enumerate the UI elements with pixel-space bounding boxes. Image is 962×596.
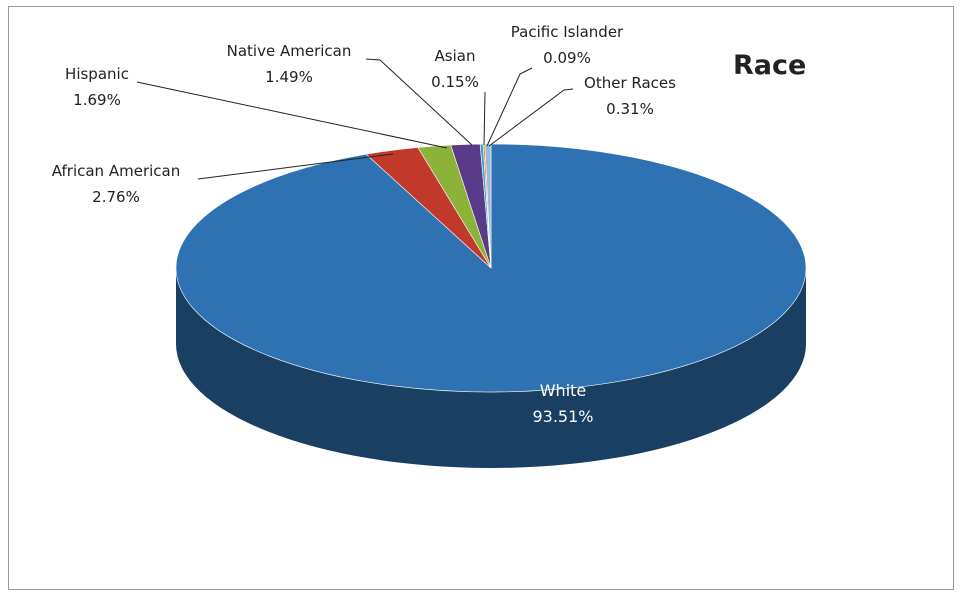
leader-line-asian <box>483 91 486 146</box>
slice-label-native-american: Native American <box>227 42 352 60</box>
pie-depth <box>176 268 806 468</box>
slice-value-pacific-islander: 0.09% <box>543 49 591 67</box>
slice-value-other-races: 0.31% <box>606 100 654 118</box>
slice-value-white: 93.51% <box>532 407 593 426</box>
slice-label-pacific-islander: Pacific Islander <box>511 23 624 41</box>
slice-value-african-american: 2.76% <box>92 188 140 206</box>
slice-value-hispanic: 1.69% <box>73 91 121 109</box>
slice-label-african-american: African American <box>52 162 180 180</box>
slice-value-native-american: 1.49% <box>265 68 313 86</box>
chart-title: Race <box>733 50 806 81</box>
leader-lines <box>136 58 574 180</box>
slice-label-hispanic: Hispanic <box>65 65 129 83</box>
pie-top <box>175 143 807 393</box>
slice-label-asian: Asian <box>435 47 476 65</box>
leader-line-native-american <box>365 58 473 146</box>
slice-side-white <box>176 268 806 468</box>
slice-labels: White 93.51% African American 2.76% Hispanic… <box>52 23 676 426</box>
slice-label-white: White <box>540 381 587 400</box>
leader-line-other-races <box>488 88 574 147</box>
slice-label-other-races: Other Races <box>584 74 676 92</box>
leader-line-pacific-islander <box>486 67 533 147</box>
leader-line-african-american <box>197 153 394 180</box>
leader-line-hispanic <box>136 81 448 149</box>
slice-value-asian: 0.15% <box>431 73 479 91</box>
